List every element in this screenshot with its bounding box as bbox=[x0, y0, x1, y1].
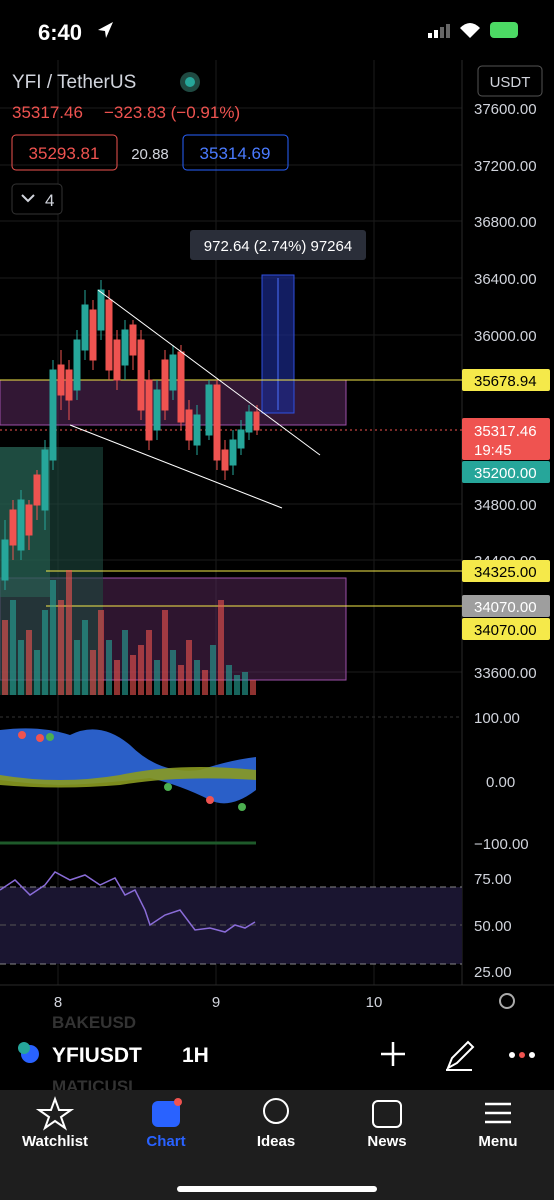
rsi-tick: 25.00 bbox=[474, 964, 512, 981]
price-tick: 34800.00 bbox=[474, 497, 537, 514]
level-label-bg bbox=[462, 461, 550, 483]
time-tick: 9 bbox=[212, 994, 220, 1011]
watchlist-icon bbox=[35, 1096, 75, 1131]
faded-symbol: BAKEUSD bbox=[52, 1013, 136, 1032]
osc-tick: −100.00 bbox=[474, 836, 529, 853]
symbol[interactable]: YFIUSDT bbox=[52, 1044, 142, 1067]
ask-price: 35314.69 bbox=[200, 144, 271, 163]
ideas-icon bbox=[263, 1098, 289, 1124]
level-label: 34070.00 bbox=[474, 599, 537, 616]
spread: 20.88 bbox=[131, 146, 169, 163]
osc-tick: 100.00 bbox=[474, 710, 520, 727]
signal-icon bbox=[428, 24, 450, 38]
osc-area bbox=[0, 766, 256, 788]
interval[interactable]: 1H bbox=[182, 1044, 209, 1067]
menu-icon bbox=[485, 1102, 511, 1124]
osc-dots bbox=[18, 731, 246, 811]
currency: USDT bbox=[490, 74, 531, 91]
level-label-bg bbox=[462, 369, 550, 391]
trend-line bbox=[97, 289, 321, 456]
indicators-toggle[interactable] bbox=[11, 183, 63, 215]
rsi-tick: 75.00 bbox=[474, 871, 512, 888]
clock: 6:40 bbox=[38, 20, 82, 45]
level-label: 35678.94 bbox=[474, 373, 537, 390]
last-price: 35317.46 bbox=[12, 103, 83, 122]
price-tick: 33600.00 bbox=[474, 665, 537, 682]
level-label-bg bbox=[462, 560, 550, 582]
wifi-icon bbox=[460, 23, 480, 38]
level-label: 35200.00 bbox=[474, 465, 537, 482]
badge bbox=[174, 1098, 182, 1106]
chart-icon bbox=[152, 1101, 180, 1127]
chevron bbox=[21, 194, 35, 203]
last-price-label: 35317.46 bbox=[474, 423, 537, 440]
level-label-bg bbox=[462, 595, 550, 617]
price-tick: 36800.00 bbox=[474, 214, 537, 231]
price-tick: 36000.00 bbox=[474, 328, 537, 345]
tab-label[interactable]: Menu bbox=[478, 1133, 517, 1150]
rsi-line-plot bbox=[0, 871, 256, 933]
countdown-label: 19:45 bbox=[474, 442, 512, 459]
price-tick: 36400.00 bbox=[474, 271, 537, 288]
tab-bar bbox=[0, 1090, 554, 1200]
time-tick: 10 bbox=[366, 994, 383, 1011]
symbol-icon bbox=[18, 1042, 30, 1054]
measure-label: 972.64 (2.74%) 97264 bbox=[204, 238, 352, 255]
indicators-count: 4 bbox=[45, 191, 54, 210]
tab-label[interactable]: Chart bbox=[146, 1133, 185, 1150]
symbol-title: YFI / TetherUS bbox=[12, 72, 136, 93]
news-icon bbox=[372, 1100, 402, 1128]
rsi-tick: 50.00 bbox=[474, 918, 512, 935]
level-label: 34325.00 bbox=[474, 564, 537, 581]
home-indicator bbox=[177, 1186, 377, 1192]
level-label: 34070.00 bbox=[474, 622, 537, 639]
measure-label-bg bbox=[190, 230, 366, 260]
ask-box[interactable] bbox=[182, 134, 289, 171]
trend-line bbox=[69, 424, 283, 509]
price-change: −323.83 (−0.91%) bbox=[104, 103, 240, 122]
status-dot bbox=[185, 77, 195, 87]
volume bbox=[2, 570, 256, 695]
settings-icon[interactable] bbox=[499, 993, 515, 1009]
tab-label[interactable]: Watchlist bbox=[22, 1133, 88, 1150]
bid-price: 35293.81 bbox=[29, 144, 100, 163]
draw-icon[interactable] bbox=[446, 1040, 475, 1071]
last-label-bg bbox=[462, 418, 550, 460]
currency-box[interactable] bbox=[477, 65, 543, 97]
candles bbox=[1, 280, 260, 590]
battery-icon bbox=[490, 22, 518, 38]
location-icon bbox=[98, 22, 113, 38]
level-label-bg bbox=[462, 618, 550, 640]
more-icon[interactable] bbox=[509, 1052, 535, 1058]
price-tick: 37200.00 bbox=[474, 158, 537, 175]
tab-label[interactable]: News bbox=[367, 1133, 406, 1150]
bid-box[interactable] bbox=[11, 134, 118, 171]
price-tick: 37600.00 bbox=[474, 101, 537, 118]
time-tick: 8 bbox=[54, 994, 62, 1011]
osc-tick: 0.00 bbox=[486, 774, 515, 791]
add-icon[interactable] bbox=[381, 1042, 405, 1066]
tab-label[interactable]: Ideas bbox=[257, 1133, 295, 1150]
